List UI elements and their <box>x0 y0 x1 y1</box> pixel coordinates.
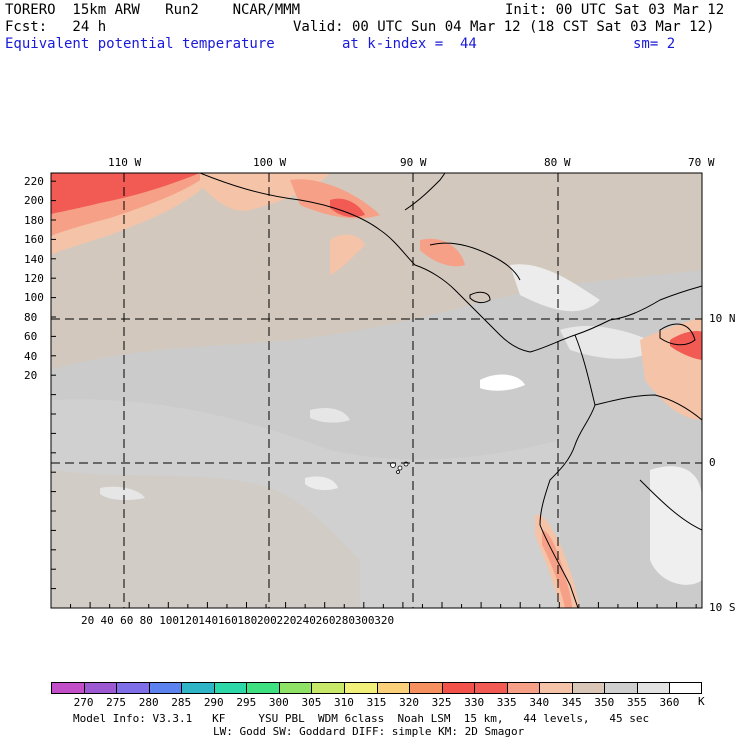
colorbar-swatch <box>604 682 638 694</box>
y-index-label: 60 <box>24 330 38 344</box>
colorbar-swatch <box>506 682 540 694</box>
colorbar-swatch <box>474 682 508 694</box>
y-index-label: 140 <box>24 252 44 266</box>
colorbar-label: 280 <box>138 696 159 709</box>
colorbar-label: 320 <box>399 696 419 709</box>
x-index-label: 40 <box>100 614 114 627</box>
y-index-label: 220 <box>24 175 44 188</box>
model-run-title: TORERO 15km ARW Run2 NCAR/MMM <box>5 2 301 18</box>
x-index-label: 220 <box>276 614 297 627</box>
colorbar-label: 330 <box>464 696 485 709</box>
valid-time: Valid: 00 UTC Sun 04 Mar 12 (18 CST Sat … <box>293 19 715 35</box>
colorbar-label: 355 <box>626 696 647 709</box>
field-name: Equivalent potential temperature <box>5 36 275 52</box>
colorbar-label: 290 <box>203 696 224 709</box>
x-index-label: 20 <box>81 614 95 627</box>
colorbar-label: 305 <box>301 696 322 709</box>
y-index-label: 80 <box>24 310 38 324</box>
colorbar-swatch <box>116 682 150 694</box>
x-index-label: 160 <box>217 614 238 627</box>
x-index-label: 120 <box>178 614 199 627</box>
colorbar-swatch <box>539 682 573 694</box>
y-index-label: 40 <box>24 349 38 363</box>
forecast-hour: Fcst: 24 h <box>5 19 107 35</box>
colorbar-swatch <box>376 682 410 694</box>
vertical-level: at k-index = 44 <box>342 36 477 52</box>
colorbar-label: 340 <box>529 696 550 709</box>
colorbar-swatch <box>148 682 182 694</box>
y-index-label: 180 <box>24 213 44 227</box>
x-index-label: 280 <box>335 614 356 627</box>
y-index-label: 100 <box>24 291 44 305</box>
lon-label-70w: 70 W <box>688 156 715 169</box>
y-index-label: 120 <box>24 272 44 285</box>
colorbar-swatch <box>278 682 312 694</box>
lat-label-10n: 10 N <box>709 312 736 325</box>
x-index-label: 140 <box>198 614 219 627</box>
x-index-label: 320 <box>374 614 395 627</box>
plot-frame <box>50 172 703 609</box>
colorbar-label: 325 <box>431 696 452 709</box>
init-time: Init: 00 UTC Sat 03 Mar 12 <box>505 2 725 18</box>
lon-label-100w: 100 W <box>253 156 287 169</box>
theta-e-field <box>51 173 702 608</box>
y-index-label: 200 <box>24 194 44 208</box>
x-index-label: 100 <box>159 614 180 627</box>
colorbar-swatch <box>311 682 345 694</box>
x-index-label: 60 <box>120 614 134 627</box>
colorbar-label: 310 <box>334 696 354 709</box>
lon-label-110w: 110 W <box>108 156 142 169</box>
colorbar-label: 345 <box>561 696 582 709</box>
graticule <box>51 173 702 608</box>
colorbar-label: 285 <box>171 696 192 709</box>
x-index-label: 200 <box>256 614 277 627</box>
colorbar-swatch <box>181 682 215 694</box>
x-index-label: 80 <box>139 614 153 627</box>
colorbar-label: 360 <box>659 696 680 709</box>
colorbar-label: 275 <box>106 696 127 709</box>
coastline <box>199 173 702 608</box>
colorbar-swatch <box>669 682 703 694</box>
colorbar-label: 270 <box>73 696 94 709</box>
colorbar-swatch <box>246 682 280 694</box>
colorbar-label: 350 <box>594 696 615 709</box>
colorbar-swatch <box>343 682 377 694</box>
colorbar-label: 295 <box>236 696 257 709</box>
colorbar-label: 315 <box>366 696 387 709</box>
colorbar-swatch <box>571 682 605 694</box>
lon-label-80w: 80 W <box>544 156 571 169</box>
model-info: Model Info: V3.3.1 KF YSU PBL WDM 6class… <box>73 712 650 725</box>
colorbar-swatch <box>213 682 247 694</box>
colorbar-swatch <box>409 682 443 694</box>
lat-label-equator: 0 <box>709 456 716 469</box>
colorbar-swatch <box>636 682 670 694</box>
colorbar-swatch <box>51 682 85 694</box>
x-index-label: 300 <box>354 614 375 627</box>
colorbar-swatch <box>83 682 117 694</box>
colorbar-unit: K <box>698 695 705 708</box>
x-index-label: 180 <box>237 614 258 627</box>
x-index-label: 240 <box>296 614 316 627</box>
smoothing-value: sm= 2 <box>633 36 676 52</box>
lat-label-10s: 10 S <box>709 601 736 614</box>
physics-info: LW: Godd SW: Goddard DIFF: simple KM: 2D… <box>213 725 525 738</box>
y-index-label: 20 <box>24 369 38 382</box>
colorbar-label: 300 <box>268 696 289 709</box>
lon-label-90w: 90 W <box>400 156 427 169</box>
y-index-label: 160 <box>24 233 44 247</box>
colorbar-label: 335 <box>496 696 517 709</box>
x-index-label: 260 <box>315 614 336 627</box>
colorbar-swatch <box>441 682 475 694</box>
